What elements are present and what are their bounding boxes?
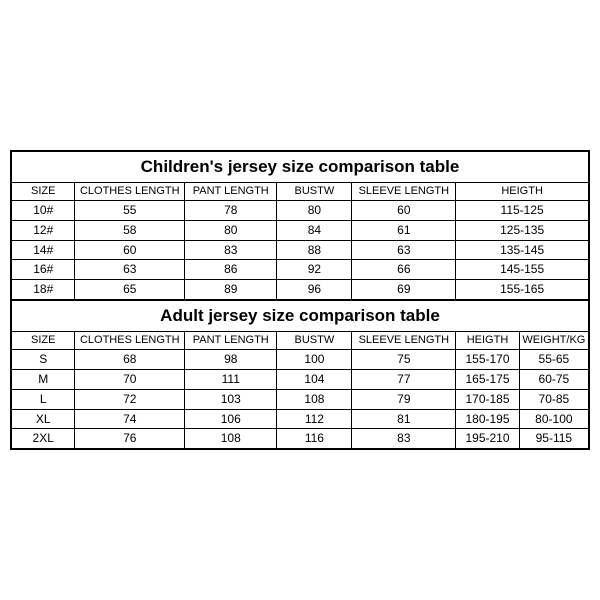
table-cell: 18# [12, 280, 75, 300]
size-tables-wrapper: Children's jersey size comparison table … [10, 150, 590, 450]
table-cell: 68 [75, 350, 185, 370]
table-cell: 103 [185, 389, 277, 409]
table-cell: 135-145 [456, 240, 589, 260]
table-cell: 63 [352, 240, 456, 260]
table-cell: M [12, 369, 75, 389]
table-cell: 60-75 [519, 369, 588, 389]
table-cell: 104 [277, 369, 352, 389]
table-cell: 55 [75, 201, 185, 221]
table-cell: 86 [185, 260, 277, 280]
children-header-title: Children's jersey size comparison table [12, 151, 589, 182]
adult-table: Adult jersey size comparison table SIZEC… [11, 300, 589, 449]
table-cell: 125-135 [456, 220, 589, 240]
table-cell: 83 [185, 240, 277, 260]
table-cell: 170-185 [456, 389, 519, 409]
table-cell: 70 [75, 369, 185, 389]
table-cell: XL [12, 409, 75, 429]
table-cell: 60 [352, 201, 456, 221]
table-cell: 69 [352, 280, 456, 300]
table-row: S689810075155-17055-65 [12, 350, 589, 370]
children-columns: SIZECLOTHES LENGTHPANT LENGTHBUSTWSLEEVE… [12, 182, 589, 200]
table-cell: 98 [185, 350, 277, 370]
table-cell: 96 [277, 280, 352, 300]
table-cell: 165-175 [456, 369, 519, 389]
table-cell: 10# [12, 201, 75, 221]
table-row: 18#65899669155-165 [12, 280, 589, 300]
table-cell: 76 [75, 429, 185, 449]
children-table: Children's jersey size comparison table … [11, 151, 589, 300]
table-cell: 88 [277, 240, 352, 260]
column-header: HEIGTH [456, 331, 519, 349]
table-cell: 155-165 [456, 280, 589, 300]
table-cell: 55-65 [519, 350, 588, 370]
column-header: CLOTHES LENGTH [75, 182, 185, 200]
table-cell: 74 [75, 409, 185, 429]
table-cell: 14# [12, 240, 75, 260]
column-header: SLEEVE LENGTH [352, 331, 456, 349]
table-cell: 60 [75, 240, 185, 260]
table-cell: 180-195 [456, 409, 519, 429]
adult-header-title: Adult jersey size comparison table [12, 301, 589, 332]
table-cell: 108 [277, 389, 352, 409]
table-cell: 195-210 [456, 429, 519, 449]
column-header: SIZE [12, 331, 75, 349]
table-cell: 58 [75, 220, 185, 240]
table-row: 12#58808461125-135 [12, 220, 589, 240]
table-row: 16#63869266145-155 [12, 260, 589, 280]
table-row: 14#60838863135-145 [12, 240, 589, 260]
table-cell: 80 [185, 220, 277, 240]
table-cell: 83 [352, 429, 456, 449]
column-header: PANT LENGTH [185, 331, 277, 349]
table-cell: 92 [277, 260, 352, 280]
table-cell: 95-115 [519, 429, 588, 449]
table-cell: 145-155 [456, 260, 589, 280]
table-cell: 115-125 [456, 201, 589, 221]
column-header: HEIGTH [456, 182, 589, 200]
column-header: CLOTHES LENGTH [75, 331, 185, 349]
column-header: SLEEVE LENGTH [352, 182, 456, 200]
column-header: BUSTW [277, 182, 352, 200]
table-cell: 16# [12, 260, 75, 280]
table-cell: 12# [12, 220, 75, 240]
table-cell: 81 [352, 409, 456, 429]
table-cell: 84 [277, 220, 352, 240]
table-cell: 72 [75, 389, 185, 409]
table-cell: 155-170 [456, 350, 519, 370]
children-title: Children's jersey size comparison table [12, 151, 589, 182]
table-cell: 80 [277, 201, 352, 221]
table-row: L7210310879170-18570-85 [12, 389, 589, 409]
table-cell: 75 [352, 350, 456, 370]
table-cell: 108 [185, 429, 277, 449]
table-cell: 77 [352, 369, 456, 389]
table-row: 2XL7610811683195-21095-115 [12, 429, 589, 449]
table-cell: 70-85 [519, 389, 588, 409]
table-cell: 65 [75, 280, 185, 300]
column-header: PANT LENGTH [185, 182, 277, 200]
column-header: SIZE [12, 182, 75, 200]
adult-title: Adult jersey size comparison table [12, 301, 589, 332]
table-row: 10#55788060115-125 [12, 201, 589, 221]
table-cell: 106 [185, 409, 277, 429]
table-cell: 112 [277, 409, 352, 429]
table-cell: 100 [277, 350, 352, 370]
table-cell: 116 [277, 429, 352, 449]
column-header: BUSTW [277, 331, 352, 349]
table-row: M7011110477165-17560-75 [12, 369, 589, 389]
table-cell: 61 [352, 220, 456, 240]
column-header: WEIGHT/KG [519, 331, 588, 349]
table-cell: L [12, 389, 75, 409]
table-cell: S [12, 350, 75, 370]
table-cell: 80-100 [519, 409, 588, 429]
adult-columns: SIZECLOTHES LENGTHPANT LENGTHBUSTWSLEEVE… [12, 331, 589, 349]
table-cell: 63 [75, 260, 185, 280]
table-cell: 111 [185, 369, 277, 389]
table-cell: 79 [352, 389, 456, 409]
table-cell: 66 [352, 260, 456, 280]
table-cell: 2XL [12, 429, 75, 449]
table-cell: 78 [185, 201, 277, 221]
table-row: XL7410611281180-19580-100 [12, 409, 589, 429]
table-cell: 89 [185, 280, 277, 300]
